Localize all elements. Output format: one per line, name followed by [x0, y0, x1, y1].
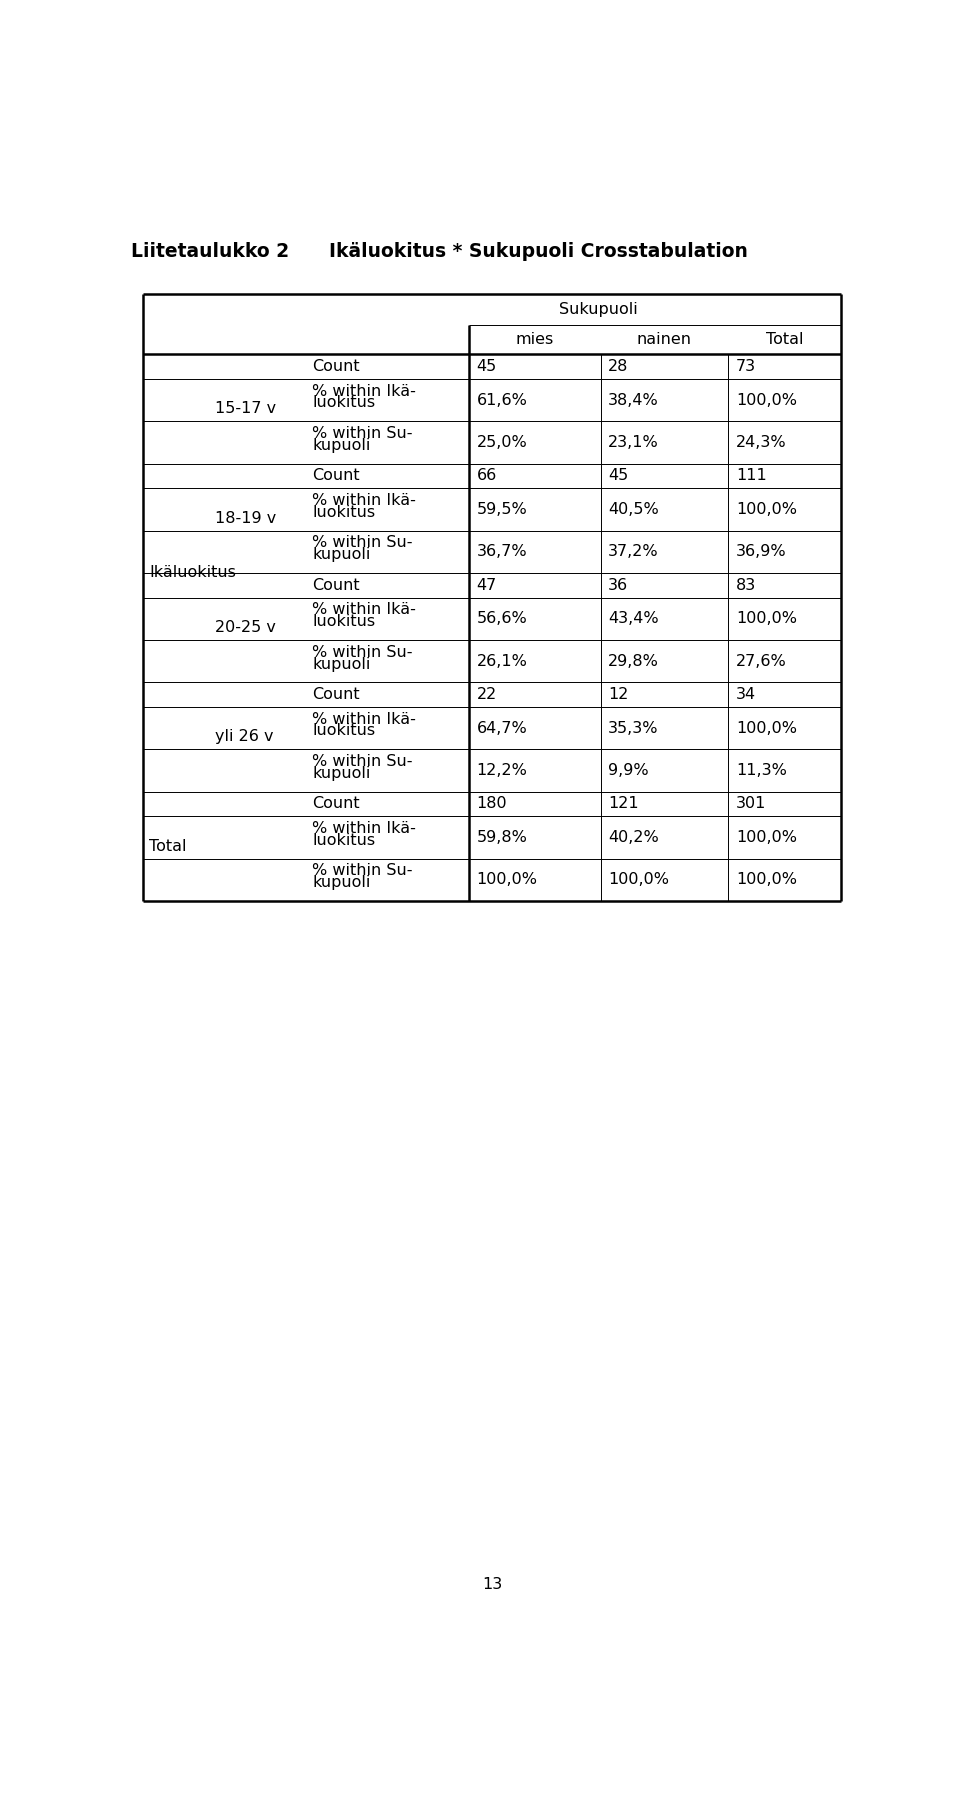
Text: mies: mies [516, 331, 554, 348]
Text: 66: 66 [476, 469, 496, 483]
Text: 100,0%: 100,0% [736, 393, 797, 407]
Text: 36,9%: 36,9% [736, 545, 787, 559]
Text: luokitus: luokitus [312, 724, 375, 738]
Text: 83: 83 [736, 577, 756, 592]
Text: 100,0%: 100,0% [736, 831, 797, 845]
Text: 45: 45 [476, 358, 496, 375]
Text: 25,0%: 25,0% [476, 434, 527, 451]
Text: 28: 28 [609, 358, 629, 375]
Text: 12,2%: 12,2% [476, 764, 527, 778]
Text: 100,0%: 100,0% [736, 501, 797, 518]
Text: luokitus: luokitus [312, 505, 375, 519]
Text: % within Su-: % within Su- [312, 644, 413, 659]
Text: 47: 47 [476, 577, 496, 592]
Text: Sukupuoli: Sukupuoli [559, 302, 638, 317]
Text: % within Ikä-: % within Ikä- [312, 603, 416, 617]
Text: 40,2%: 40,2% [609, 831, 659, 845]
Text: % within Ikä-: % within Ikä- [312, 711, 416, 726]
Text: 35,3%: 35,3% [609, 720, 659, 735]
Text: Total: Total [150, 838, 187, 854]
Text: Count: Count [312, 796, 360, 811]
Text: Count: Count [312, 577, 360, 592]
Text: luokitus: luokitus [312, 614, 375, 630]
Text: % within Su-: % within Su- [312, 425, 413, 442]
Text: luokitus: luokitus [312, 833, 375, 847]
Text: 12: 12 [609, 688, 629, 702]
Text: 40,5%: 40,5% [609, 501, 659, 518]
Text: kupuoli: kupuoli [312, 657, 371, 672]
Text: Ikäluokitus * Sukupuoli Crosstabulation: Ikäluokitus * Sukupuoli Crosstabulation [329, 243, 748, 261]
Text: 13: 13 [482, 1577, 502, 1591]
Text: 11,3%: 11,3% [736, 764, 787, 778]
Text: % within Ikä-: % within Ikä- [312, 384, 416, 398]
Text: Count: Count [312, 469, 360, 483]
Text: kupuoli: kupuoli [312, 438, 371, 452]
Text: 20-25 v: 20-25 v [215, 621, 276, 635]
Text: 111: 111 [736, 469, 767, 483]
Text: 24,3%: 24,3% [736, 434, 787, 451]
Text: 29,8%: 29,8% [609, 653, 660, 668]
Text: 121: 121 [609, 796, 638, 811]
Text: 27,6%: 27,6% [736, 653, 787, 668]
Text: % within Ikä-: % within Ikä- [312, 822, 416, 836]
Text: Ikäluokitus: Ikäluokitus [150, 565, 236, 581]
Text: Liitetaulukko 2: Liitetaulukko 2 [131, 243, 289, 261]
Text: % within Su-: % within Su- [312, 536, 413, 550]
Text: 36: 36 [609, 577, 629, 592]
Text: 22: 22 [476, 688, 496, 702]
Text: Count: Count [312, 358, 360, 375]
Text: Total: Total [766, 331, 804, 348]
Text: 56,6%: 56,6% [476, 612, 527, 626]
Text: % within Ikä-: % within Ikä- [312, 492, 416, 509]
Text: nainen: nainen [636, 331, 692, 348]
Text: Count: Count [312, 688, 360, 702]
Text: 38,4%: 38,4% [609, 393, 659, 407]
Text: 100,0%: 100,0% [736, 612, 797, 626]
Text: 73: 73 [736, 358, 756, 375]
Text: luokitus: luokitus [312, 395, 375, 411]
Text: 34: 34 [736, 688, 756, 702]
Text: 59,5%: 59,5% [476, 501, 527, 518]
Text: 100,0%: 100,0% [736, 872, 797, 887]
Text: 100,0%: 100,0% [609, 872, 669, 887]
Text: 45: 45 [609, 469, 629, 483]
Text: 15-17 v: 15-17 v [215, 402, 276, 416]
Text: 37,2%: 37,2% [609, 545, 659, 559]
Text: 36,7%: 36,7% [476, 545, 527, 559]
Text: 64,7%: 64,7% [476, 720, 527, 735]
Text: kupuoli: kupuoli [312, 876, 371, 891]
Text: 301: 301 [736, 796, 766, 811]
Text: 61,6%: 61,6% [476, 393, 527, 407]
Text: 26,1%: 26,1% [476, 653, 527, 668]
Text: 18-19 v: 18-19 v [215, 510, 276, 525]
Text: % within Su-: % within Su- [312, 755, 413, 769]
Text: 100,0%: 100,0% [476, 872, 538, 887]
Text: kupuoli: kupuoli [312, 547, 371, 563]
Text: 59,8%: 59,8% [476, 831, 527, 845]
Text: 23,1%: 23,1% [609, 434, 659, 451]
Text: 100,0%: 100,0% [736, 720, 797, 735]
Text: 43,4%: 43,4% [609, 612, 659, 626]
Text: % within Su-: % within Su- [312, 863, 413, 878]
Text: 180: 180 [476, 796, 507, 811]
Text: 9,9%: 9,9% [609, 764, 649, 778]
Text: kupuoli: kupuoli [312, 766, 371, 780]
Text: yli 26 v: yli 26 v [215, 729, 274, 744]
